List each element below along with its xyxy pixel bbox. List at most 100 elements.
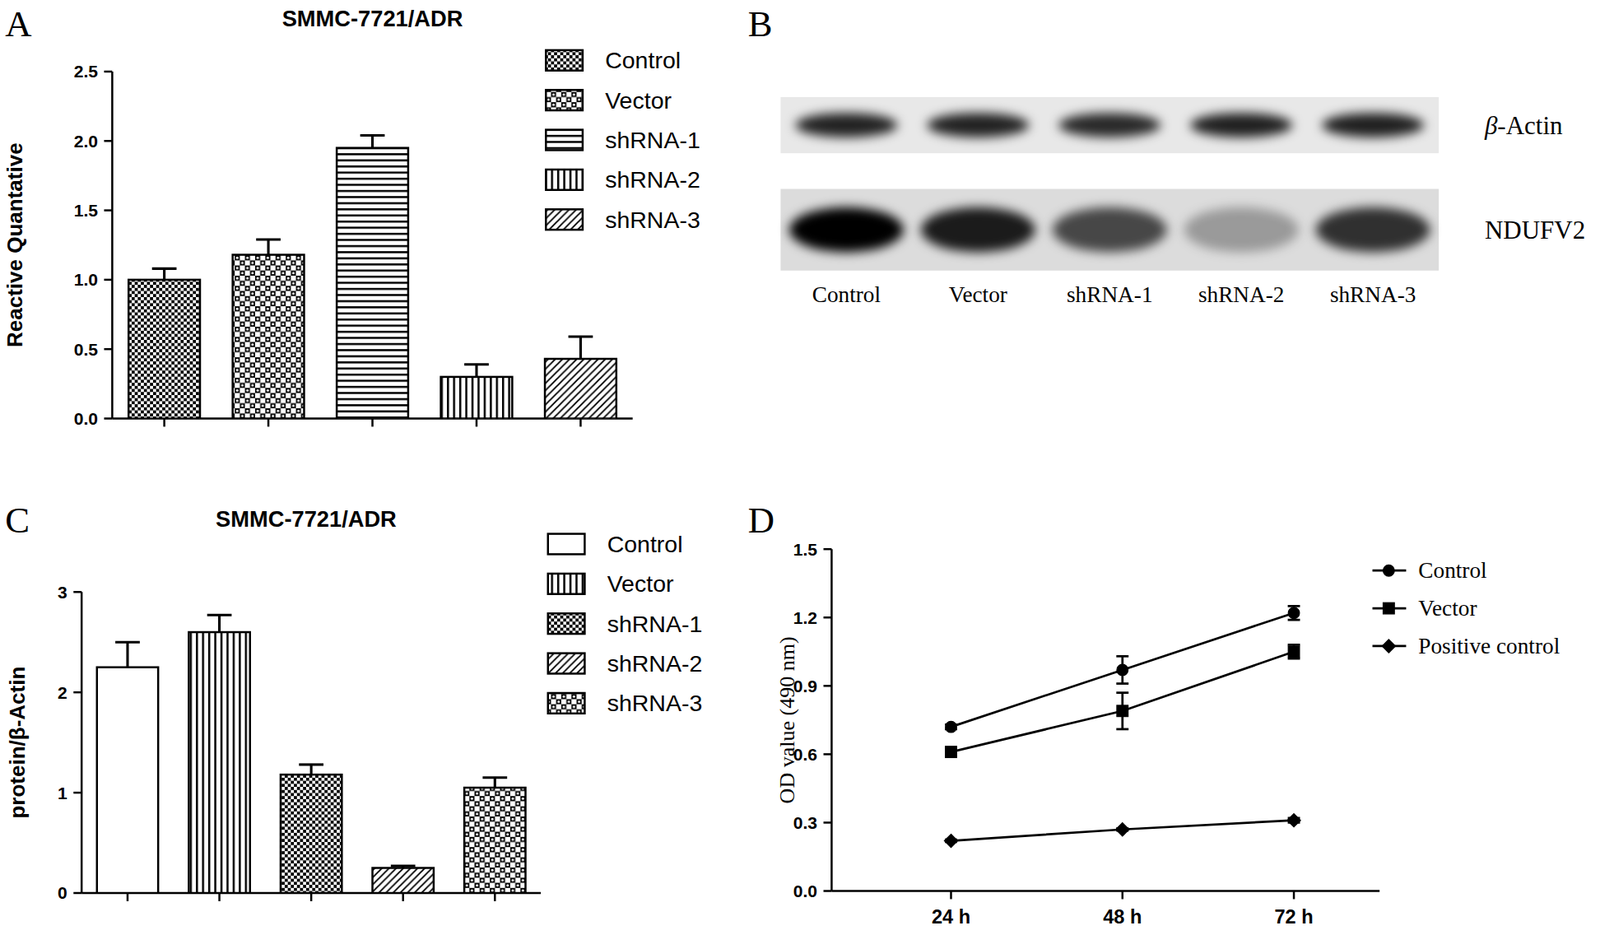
band xyxy=(1058,112,1161,138)
bar xyxy=(232,255,305,419)
bars xyxy=(97,614,526,894)
x-tick xyxy=(579,418,582,427)
panel-label: B xyxy=(748,3,773,45)
y-tick-label: 0.6 xyxy=(793,744,818,764)
y-tick-label: 3 xyxy=(57,582,68,602)
bar-panel: CSMMC-7721/ADRprotein/β-Actin0123Control… xyxy=(4,499,703,903)
marker xyxy=(1288,646,1300,658)
error-cap xyxy=(207,613,233,617)
band xyxy=(1321,112,1424,138)
y-tick xyxy=(823,753,833,755)
legend-swatch xyxy=(548,534,586,555)
y-axis-label: OD value (490 nm) xyxy=(775,636,800,804)
lane-label: shRNA-2 xyxy=(1198,282,1285,307)
legend-marker xyxy=(1383,602,1396,614)
legend-label: shRNA-1 xyxy=(607,610,703,638)
band xyxy=(1190,112,1293,138)
error-cap xyxy=(1116,691,1129,694)
blot-panel: Bβ-ActinNDUFV2ControlVectorshRNA-1shRNA-… xyxy=(748,3,1586,308)
error-bar xyxy=(310,764,313,775)
bar-panel: ASMMC-7721/ADRReactive Quantative0.00.51… xyxy=(2,3,701,428)
band xyxy=(1052,207,1168,253)
legend-swatch xyxy=(548,613,586,634)
error-cap xyxy=(298,762,324,766)
x-tick xyxy=(949,891,952,900)
legend-label: Vector xyxy=(607,570,675,597)
error-cap xyxy=(390,865,416,868)
error-bar xyxy=(579,336,582,359)
y-tick xyxy=(823,821,833,824)
y-tick xyxy=(103,139,112,142)
y-tick-label: 0.0 xyxy=(793,881,818,901)
error-cap xyxy=(1116,682,1129,685)
y-tick xyxy=(73,590,82,593)
error-bar xyxy=(125,641,129,667)
legend-label: Vector xyxy=(604,87,672,114)
y-tick-label: 0.3 xyxy=(793,813,818,833)
legend-swatch xyxy=(545,209,583,230)
y-tick-label: 1.5 xyxy=(74,200,99,220)
band xyxy=(795,112,898,138)
x-tick xyxy=(310,893,312,902)
legend-label: shRNA-2 xyxy=(607,650,703,677)
legend-label: shRNA-3 xyxy=(604,206,701,233)
error-cap xyxy=(482,776,507,779)
legend-swatch xyxy=(545,130,583,151)
y-tick-label: 1.0 xyxy=(74,269,98,289)
x-tick-label: 72 h xyxy=(1274,906,1313,928)
y-tick xyxy=(103,70,112,73)
legend-swatch xyxy=(548,653,586,675)
y-tick xyxy=(823,616,833,619)
y-tick-label: 1.2 xyxy=(793,608,818,628)
marker xyxy=(1116,705,1129,717)
x-tick xyxy=(371,418,373,427)
y-tick-label: 2.0 xyxy=(74,131,98,151)
y-axis xyxy=(80,591,83,894)
x-tick-label: 48 h xyxy=(1102,906,1142,928)
y-tick-label: 0.0 xyxy=(74,409,98,428)
marker xyxy=(1287,813,1301,828)
error-bar xyxy=(371,135,374,149)
marker xyxy=(945,746,958,759)
blot-background xyxy=(780,189,1439,271)
figure: ASMMC-7721/ADRReactive Quantative0.00.51… xyxy=(0,0,1600,935)
legend-label: Positive control xyxy=(1418,633,1560,659)
y-axis xyxy=(111,71,113,419)
bar xyxy=(280,774,342,894)
error-cap xyxy=(360,134,386,137)
legend-label: Control xyxy=(604,46,681,74)
band xyxy=(789,207,904,253)
bar xyxy=(372,868,434,894)
x-tick xyxy=(162,418,165,427)
bar xyxy=(441,376,513,419)
error-cap xyxy=(568,334,594,338)
error-cap xyxy=(255,237,281,241)
marker xyxy=(1116,823,1130,837)
error-cap xyxy=(1116,728,1129,731)
y-tick xyxy=(103,279,112,281)
bar xyxy=(336,148,409,419)
lane-label: shRNA-3 xyxy=(1330,282,1417,307)
x-tick xyxy=(1121,891,1124,900)
background xyxy=(0,0,1600,935)
bar xyxy=(544,358,617,419)
y-axis-label: protein/β-Actin xyxy=(4,666,30,819)
y-tick xyxy=(103,417,112,419)
blot-background xyxy=(780,97,1439,154)
bar xyxy=(128,279,200,419)
bar xyxy=(97,667,159,894)
y-tick-label: 2 xyxy=(57,683,68,703)
y-tick xyxy=(823,889,833,892)
band xyxy=(926,112,1029,138)
y-axis xyxy=(830,548,833,891)
error-cap xyxy=(464,362,489,366)
error-bar xyxy=(493,777,497,788)
y-tick xyxy=(103,348,112,350)
panel-label: A xyxy=(4,3,32,45)
y-axis-label: Reactive Quantative xyxy=(2,142,28,348)
bar xyxy=(464,787,526,894)
line xyxy=(950,651,1294,753)
y-tick-label: 0 xyxy=(57,883,68,903)
legend-swatch xyxy=(545,89,583,111)
legend-swatch xyxy=(545,169,583,191)
